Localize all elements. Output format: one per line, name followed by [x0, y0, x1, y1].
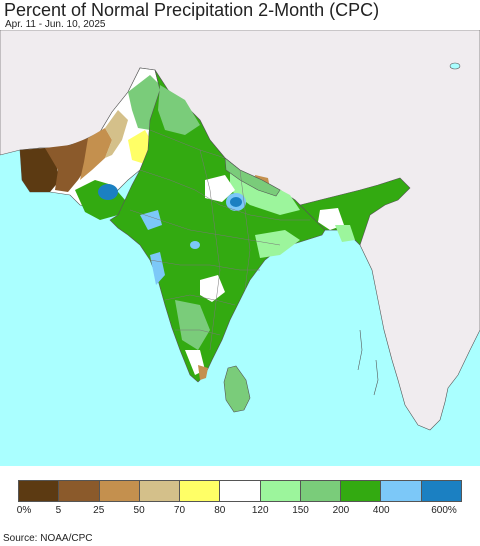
dry-zone-tan: [80, 128, 112, 180]
legend-tick-label: 5: [55, 505, 62, 516]
legend-swatch: [139, 481, 181, 501]
green-light-east: [255, 230, 300, 258]
legend-swatch: [19, 481, 60, 501]
legend-tick-label: 70: [173, 505, 186, 516]
very-wet-up-core: [230, 197, 242, 207]
legend-swatch: [260, 481, 301, 501]
color-legend: [18, 480, 462, 502]
legend-swatch: [59, 481, 100, 501]
state-borders: [129, 129, 310, 351]
light-green-bd: [335, 225, 355, 242]
white-patch-up: [205, 175, 235, 202]
precipitation-map: [0, 30, 480, 466]
white-patch-ne: [318, 208, 344, 230]
dry-zone-darkbrown: [20, 148, 60, 192]
legend-swatch: [99, 481, 140, 501]
legend-tick-label: 80: [214, 505, 226, 516]
region-sri-lanka: [223, 365, 251, 413]
green-light-south: [175, 300, 210, 350]
legend-tick-label: 120: [251, 505, 269, 516]
legend-swatch: [381, 481, 422, 501]
legend-tick-label: 0%: [16, 505, 32, 516]
legend-swatch: [180, 481, 221, 501]
region-nepal: [224, 157, 281, 197]
legend-tick-label: 200: [332, 505, 350, 516]
legend-swatch: [300, 481, 342, 501]
legend-ticks: 0% 5 25 50 70 80 120 150 200 400 600%: [0, 505, 480, 519]
map-date-range: Apr. 11 - Jun. 10, 2025: [5, 19, 106, 30]
coastline-islands: [357, 329, 379, 396]
map-title: Percent of Normal Precipitation 2-Month …: [4, 0, 380, 20]
legend-tick-label: 25: [93, 505, 105, 516]
very-wet-spot: [98, 184, 118, 200]
legend-tick-label: 600%: [431, 505, 457, 516]
dry-zone-brown: [45, 138, 95, 192]
legend-tick-label: 50: [133, 505, 145, 516]
dry-zone-khaki: [105, 110, 128, 158]
green-light-north: [158, 85, 200, 135]
legend-swatch: [220, 481, 261, 501]
source-credit: Source: NOAA/CPC: [3, 533, 93, 544]
brown-tip: [198, 365, 208, 380]
lake-icon: [449, 62, 461, 70]
legend-tick-label: 400: [372, 505, 390, 516]
wet-west-coast: [150, 252, 165, 285]
wet-central: [190, 241, 200, 249]
legend-swatch: [421, 481, 461, 501]
legend-tick-label: 150: [292, 505, 309, 516]
legend-swatch: [341, 481, 382, 501]
